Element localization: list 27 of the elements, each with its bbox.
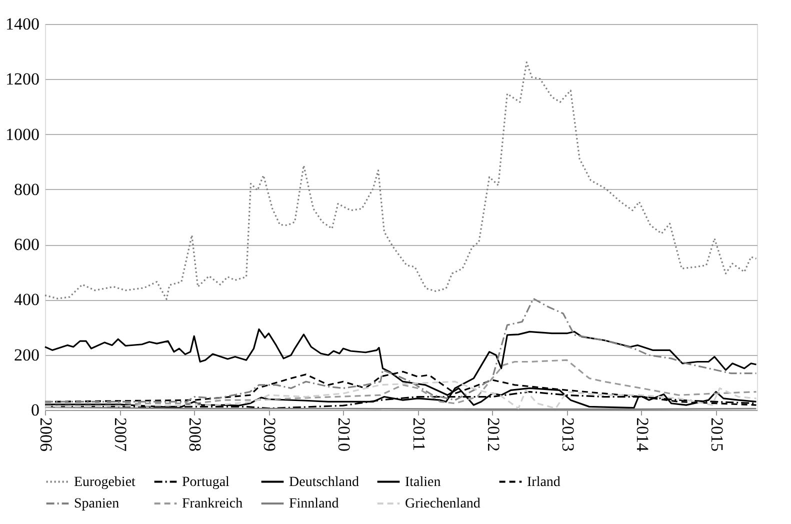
y-tick-label: 1200 [6, 70, 40, 89]
y-tick-label: 800 [14, 180, 40, 199]
y-tick-label: 400 [14, 290, 40, 310]
x-tick-label: 2010 [334, 418, 354, 452]
y-tick-label: 1400 [6, 14, 40, 34]
x-tick-label: 2015 [707, 418, 726, 452]
x-tick-label: 2011 [409, 418, 428, 451]
x-tick-label: 2012 [484, 418, 503, 452]
x-tick-label: 2007 [111, 418, 130, 452]
x-tick-label: 2008 [186, 418, 205, 452]
legend-label: Spanien [74, 496, 120, 512]
legend-label: Frankreich [182, 496, 243, 512]
legend-label: Deutschland [289, 474, 359, 490]
y-tick-label: 200 [14, 345, 40, 364]
y-tick-label: 1000 [6, 124, 40, 144]
y-tick-label: 600 [14, 235, 40, 254]
x-tick-label: 2006 [36, 418, 56, 452]
legend-label: Portugal [182, 474, 230, 490]
legend-label: Eurogebiet [74, 474, 136, 490]
legend-label: Griechenland [405, 496, 480, 512]
legend-label: Finnland [289, 496, 339, 512]
legend-label: Italien [405, 474, 441, 490]
y-tick-label: 0 [31, 400, 40, 420]
x-tick-label: 2013 [558, 418, 578, 452]
x-tick-label: 2014 [632, 418, 652, 452]
x-tick-label: 2009 [260, 418, 280, 452]
legend-label: Irland [527, 474, 560, 490]
